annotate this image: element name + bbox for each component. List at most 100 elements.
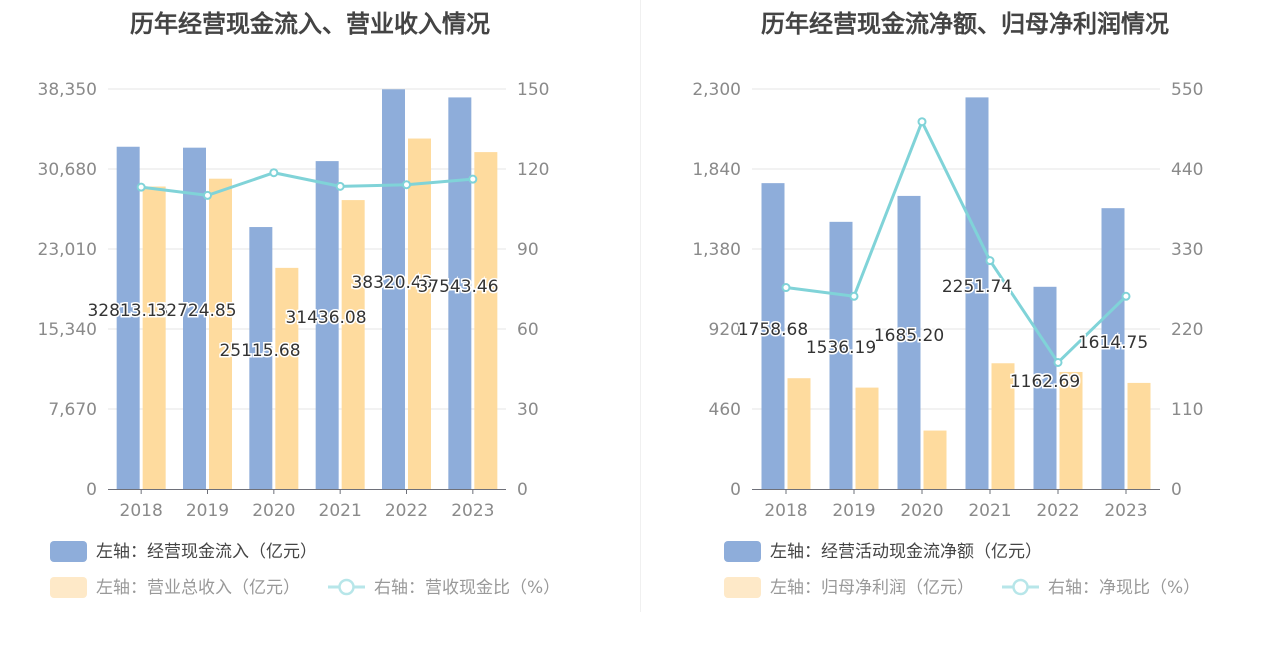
legend-item[interactable]: 左轴：经营活动现金流净额（亿元） <box>724 541 1042 562</box>
line-point <box>203 190 212 200</box>
legend-marker <box>1012 578 1029 596</box>
legend-swatch <box>724 577 761 598</box>
line-point <box>468 174 478 184</box>
x-tick-label: 2019 <box>832 501 875 521</box>
x-tick-label: 2022 <box>1036 501 1079 521</box>
bar-secondary <box>923 430 947 489</box>
bar-primary <box>897 195 921 489</box>
y-left-tick-label: 15,340 <box>38 320 97 340</box>
x-tick-label: 2019 <box>186 501 229 521</box>
line-point <box>402 180 411 190</box>
data-label: 1536.19 <box>806 338 876 358</box>
bar-secondary <box>855 387 879 489</box>
line-point <box>917 117 927 127</box>
data-label: 37543.46 <box>417 277 498 297</box>
chart-2: 0 0 460 110 920 220 1,380 330 1,840 440 2,300 550 20… <box>692 80 1203 598</box>
legend-label: 左轴：归母净利润（亿元） <box>770 578 974 598</box>
bar-secondary <box>1127 382 1151 489</box>
chart-1: 0 0 7,670 30 15,340 60 23,010 90 30,680 120 38,350… <box>38 80 560 598</box>
bar-primary <box>116 146 140 490</box>
x-tick-label: 2020 <box>252 501 295 521</box>
line-point <box>849 291 859 301</box>
legend-item[interactable]: 右轴：营收现金比（%） <box>328 578 560 598</box>
x-tick-label: 2021 <box>319 501 362 521</box>
y-right-tick-label: 60 <box>517 320 539 340</box>
y-left-tick-label: 30,680 <box>38 160 97 180</box>
y-right-tick-label: 0 <box>1171 480 1182 500</box>
bar-primary <box>761 183 785 489</box>
chart-title-left: 历年经营现金流入、营业收入情况 <box>130 10 490 38</box>
data-label: 32813.13 <box>87 301 168 321</box>
ratio-line <box>785 117 1128 365</box>
y-left-tick-label: 920 <box>709 320 741 340</box>
x-tick-label: 2022 <box>385 501 428 521</box>
line-point <box>1053 357 1063 367</box>
line-point <box>335 181 345 191</box>
y-right-tick-label: 150 <box>517 80 549 100</box>
y-right-tick-label: 120 <box>517 160 549 180</box>
data-label: 1614.75 <box>1078 333 1148 353</box>
ratio-line <box>140 171 473 197</box>
y-right-tick-label: 110 <box>1171 400 1203 420</box>
bar-secondary <box>408 138 431 489</box>
x-tick-label: 2023 <box>1104 501 1147 521</box>
legend-label: 左轴：经营活动现金流净额（亿元） <box>770 542 1042 562</box>
bar-secondary <box>341 200 365 489</box>
x-tick-label: 2021 <box>968 501 1011 521</box>
x-tick-label: 2023 <box>451 501 494 521</box>
panel-divider <box>640 0 641 612</box>
bar-primary <box>448 97 472 489</box>
line-point <box>269 168 279 178</box>
legend-label: 左轴：经营现金流入（亿元） <box>96 542 317 562</box>
y-left-tick-label: 23,010 <box>38 240 97 260</box>
bar-primary <box>315 161 339 489</box>
legend-item[interactable]: 右轴：净现比（%） <box>1002 578 1200 598</box>
y-left-tick-label: 1,840 <box>692 160 741 180</box>
legend-item[interactable]: 左轴：营业总收入（亿元） <box>50 577 300 598</box>
data-label: 31436.08 <box>285 308 366 328</box>
bar-secondary <box>991 363 1015 489</box>
x-tick-label: 2020 <box>900 501 943 521</box>
y-right-tick-label: 30 <box>517 400 539 420</box>
bar-secondary <box>474 152 498 489</box>
legend-item[interactable]: 左轴：归母净利润（亿元） <box>724 577 974 598</box>
y-left-tick-label: 0 <box>730 480 741 500</box>
data-label: 32724.85 <box>155 301 236 321</box>
data-label: 1685.20 <box>874 326 944 346</box>
data-label: 25115.68 <box>219 341 300 361</box>
bar-secondary <box>209 178 232 489</box>
x-tick-label: 2018 <box>764 501 807 521</box>
bar-secondary <box>1059 371 1083 489</box>
y-right-tick-label: 550 <box>1171 80 1203 100</box>
y-right-tick-label: 330 <box>1171 240 1203 260</box>
bar-primary <box>249 227 273 489</box>
bar-primary <box>1033 286 1057 489</box>
bar-secondary <box>787 378 811 489</box>
bar-secondary <box>142 186 166 489</box>
legend-swatch <box>50 541 87 562</box>
bar-primary <box>382 89 405 490</box>
bar-secondary <box>275 267 299 489</box>
y-right-tick-label: 90 <box>517 240 539 260</box>
bar-primary <box>1101 208 1125 489</box>
y-left-tick-label: 1,380 <box>692 240 741 260</box>
y-left-tick-label: 0 <box>86 480 97 500</box>
data-label: 2251.74 <box>942 277 1012 297</box>
y-right-tick-label: 0 <box>517 480 528 500</box>
bar-primary <box>183 147 206 490</box>
legend-label: 右轴：营收现金比（%） <box>374 578 560 598</box>
y-right-tick-label: 440 <box>1171 160 1203 180</box>
y-left-tick-label: 38,350 <box>38 80 97 100</box>
y-left-tick-label: 7,670 <box>48 400 97 420</box>
legend-item[interactable]: 左轴：经营现金流入（亿元） <box>50 541 317 562</box>
data-label: 38320.43 <box>351 273 432 293</box>
y-right-tick-label: 220 <box>1171 320 1203 340</box>
line-point <box>136 182 146 192</box>
legend-label: 右轴：净现比（%） <box>1048 578 1200 598</box>
line-point <box>985 256 995 266</box>
y-left-tick-label: 2,300 <box>692 80 741 100</box>
bar-primary <box>829 221 853 489</box>
line-point <box>1121 291 1131 301</box>
